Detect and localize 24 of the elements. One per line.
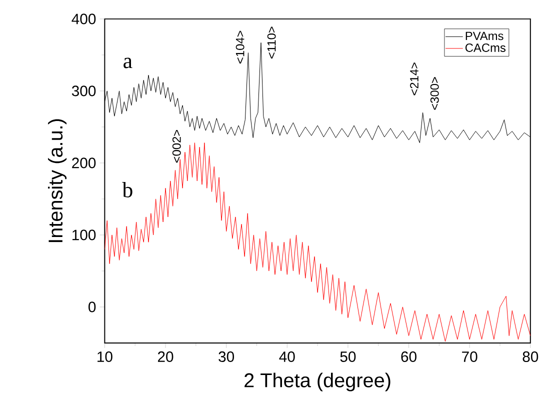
x-tick-label: 60 [401, 352, 416, 362]
legend-label: CACms [465, 44, 506, 52]
annotation: <110> [267, 26, 276, 59]
x-tick-label: 10 [98, 352, 112, 362]
annotation: <214> [410, 62, 418, 96]
x-tick-label: 30 [218, 352, 234, 362]
x-tick-label: 50 [340, 352, 356, 362]
y-tick-label: 400 [72, 14, 96, 24]
annotation: <300> [430, 77, 439, 110]
y-tick-label: 0 [88, 302, 96, 312]
y-tick-label: 300 [72, 86, 96, 96]
x-axis-title: 2 Theta (degree) [244, 372, 390, 392]
annotation: b [122, 182, 132, 198]
x-tick-label: 40 [279, 352, 295, 362]
x-tick-label: 20 [158, 352, 174, 362]
x-tick-label: 80 [522, 352, 538, 362]
y-tick-label: 100 [72, 230, 96, 240]
annotation: <104> [236, 30, 244, 64]
annotation: a [124, 58, 132, 68]
y-tick-label: 200 [72, 158, 96, 168]
legend-label: PVAms [466, 32, 504, 40]
annotation: <002> [172, 130, 181, 163]
y-axis-title: Intensity (a.u.) [48, 119, 67, 242]
x-tick-label: 70 [462, 352, 478, 362]
